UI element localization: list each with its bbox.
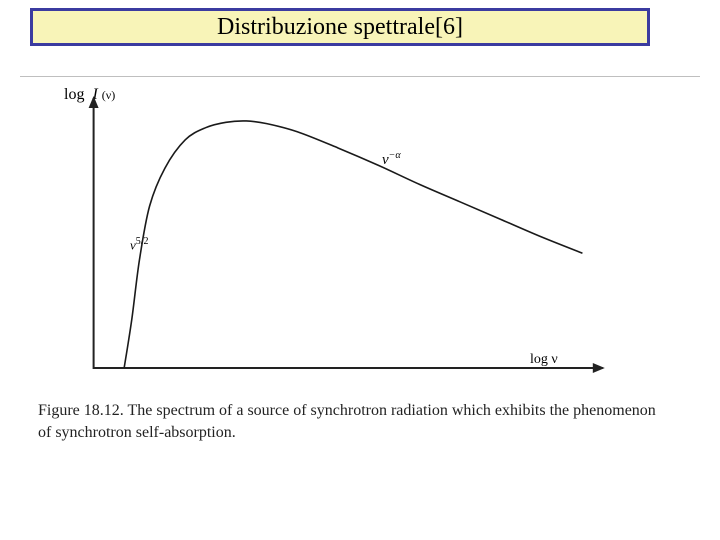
slide-title: Distribuzione spettrale[6]	[30, 8, 650, 46]
figure-caption: Figure 18.12. The spectrum of a source o…	[38, 400, 658, 443]
divider	[20, 76, 700, 77]
slide-root: Distribuzione spettrale[6] log I (ν) ν5/…	[0, 0, 720, 540]
caption-prefix: Figure 18.12.	[38, 402, 124, 419]
caption-text: The spectrum of a source of synchrotron …	[38, 402, 656, 441]
spectrum-svg	[60, 80, 620, 380]
spectrum-chart	[60, 80, 620, 380]
curve	[124, 121, 582, 368]
axes	[89, 96, 605, 373]
